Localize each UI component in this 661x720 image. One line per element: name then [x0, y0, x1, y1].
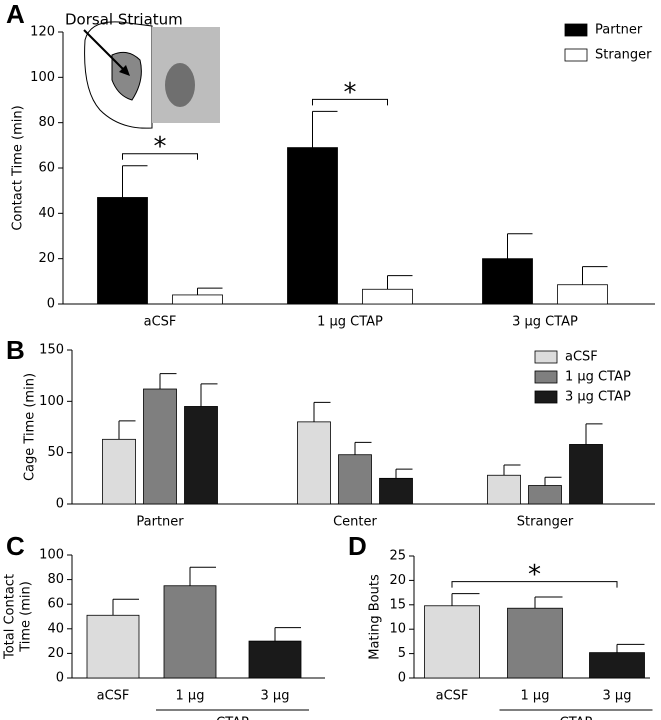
- bar: [248, 640, 302, 679]
- bar: [172, 294, 223, 305]
- x-tick-label: Stranger: [517, 515, 574, 530]
- y-tick-label: 20: [47, 646, 64, 661]
- y-tick-label: 50: [47, 445, 64, 460]
- legend-swatch: [534, 350, 558, 364]
- y-tick-label: 80: [47, 572, 64, 587]
- legend-label: Stranger: [595, 48, 652, 63]
- legend-label: Partner: [595, 23, 643, 38]
- y-tick-label: 120: [30, 25, 55, 40]
- group-label: CTAP: [560, 716, 593, 720]
- y-tick-label: 100: [39, 394, 64, 409]
- legend-swatch: [564, 48, 588, 62]
- bar: [97, 197, 148, 305]
- y-tick-label: 100: [39, 548, 64, 563]
- bar: [338, 454, 372, 505]
- x-tick-label: aCSF: [97, 689, 130, 704]
- y-tick-label: 80: [38, 115, 55, 130]
- panel-label: D: [348, 531, 367, 561]
- x-tick-label: 1 μg: [521, 689, 550, 704]
- y-axis-label: Contact Time (min): [11, 105, 26, 230]
- bar: [424, 605, 480, 679]
- y-tick-label: 20: [38, 251, 55, 266]
- y-axis-label: Time (min): [19, 581, 34, 653]
- bar: [528, 485, 562, 505]
- bar: [287, 147, 338, 305]
- bar: [589, 652, 645, 679]
- panel-label: A: [6, 0, 25, 29]
- x-tick-label: 3 μg: [603, 689, 632, 704]
- inset: Dorsal Striatum: [65, 11, 220, 129]
- legend-swatch: [534, 370, 558, 384]
- bar: [362, 288, 413, 305]
- y-tick-label: 0: [398, 671, 406, 686]
- significance-bracket: [312, 98, 388, 106]
- y-tick-label: 40: [47, 621, 64, 636]
- inset-label: Dorsal Striatum: [65, 11, 183, 29]
- significance-bracket: [122, 153, 198, 160]
- significance-label: *: [154, 132, 167, 162]
- legend-swatch: [564, 23, 588, 37]
- y-axis-label: Mating Bouts: [368, 574, 383, 660]
- panel-label: B: [6, 335, 25, 365]
- y-tick-label: 0: [56, 497, 64, 512]
- x-tick-label: Partner: [136, 515, 184, 530]
- y-tick-label: 20: [389, 573, 406, 588]
- significance-bracket: [451, 581, 618, 588]
- x-tick-label: 3 μg: [261, 689, 290, 704]
- y-tick-label: 10: [389, 622, 406, 637]
- bar: [143, 388, 177, 505]
- arrowhead: [119, 65, 130, 76]
- y-tick-label: 60: [47, 597, 64, 612]
- legend-swatch: [534, 390, 558, 404]
- bar: [102, 438, 136, 505]
- bar: [569, 444, 603, 505]
- bar: [86, 614, 140, 679]
- x-tick-label: 1 μg CTAP: [317, 315, 383, 330]
- legend-label: aCSF: [565, 350, 598, 365]
- y-tick-label: 0: [56, 671, 64, 686]
- y-axis-label: Cage Time (min): [23, 373, 38, 481]
- y-tick-label: 5: [398, 646, 406, 661]
- x-tick-label: Center: [333, 515, 377, 530]
- x-tick-label: aCSF: [436, 689, 469, 704]
- bar: [557, 284, 608, 305]
- significance-label: *: [528, 560, 541, 590]
- x-tick-label: 3 μg CTAP: [512, 315, 578, 330]
- bar: [379, 477, 413, 505]
- y-tick-label: 40: [38, 206, 55, 221]
- group-label: CTAP: [216, 716, 249, 720]
- bar: [507, 607, 563, 679]
- legend-label: 3 μg CTAP: [565, 390, 631, 405]
- bar: [163, 585, 217, 679]
- bar: [184, 406, 218, 505]
- y-tick-label: 100: [30, 70, 55, 85]
- y-tick-label: 150: [39, 343, 64, 358]
- panel-label: C: [6, 531, 25, 561]
- arrow: [83, 29, 127, 73]
- y-tick-label: 0: [47, 297, 55, 312]
- x-tick-label: aCSF: [144, 315, 177, 330]
- legend-label: 1 μg CTAP: [565, 370, 631, 385]
- y-tick-label: 60: [38, 161, 55, 176]
- y-tick-label: 25: [389, 549, 406, 564]
- bar: [487, 474, 521, 505]
- y-tick-label: 15: [389, 597, 406, 612]
- significance-label: *: [344, 78, 357, 108]
- bar: [297, 421, 331, 505]
- x-tick-label: 1 μg: [176, 689, 205, 704]
- section-stain: [165, 63, 195, 107]
- y-axis-label: Total Contact: [3, 574, 18, 660]
- bar: [482, 258, 533, 305]
